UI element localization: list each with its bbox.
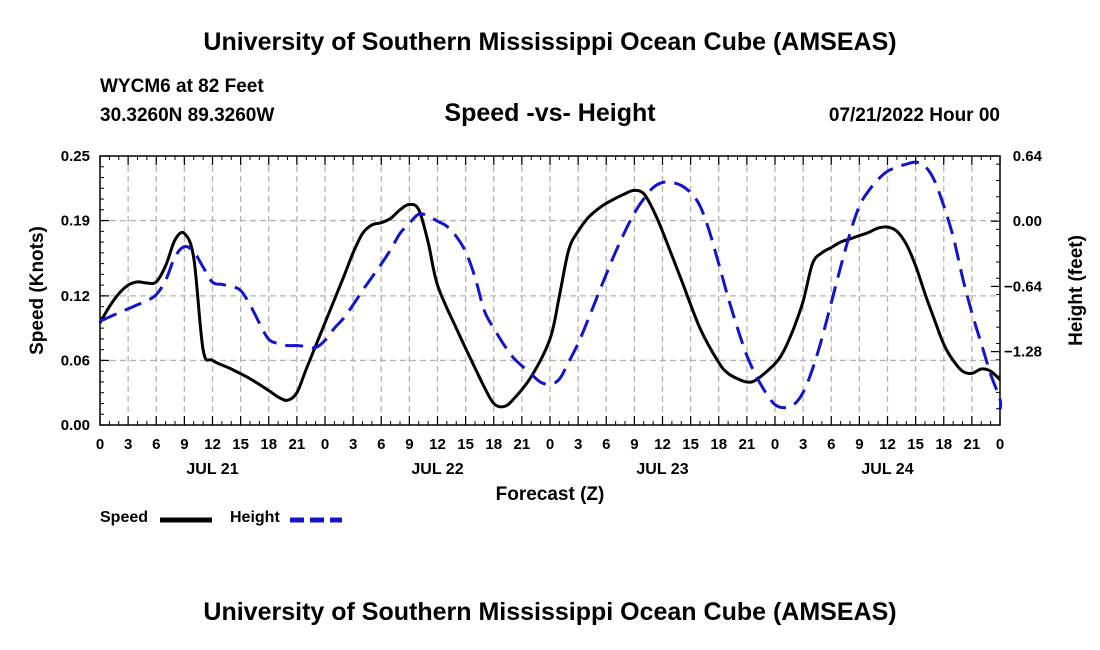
y-tick-label: 0.25 (61, 148, 90, 165)
x-tick-label: 3 (574, 436, 582, 453)
x-tick-label: 6 (377, 436, 385, 453)
x-tick-label: 0 (996, 436, 1004, 453)
x-tick-label: 6 (827, 436, 835, 453)
footer-title: University of Southern Mississippi Ocean… (203, 598, 897, 626)
tick-layer (99, 155, 1001, 426)
y-tick-label: 0.06 (61, 352, 90, 369)
x-tick-label: 21 (964, 436, 981, 453)
x-tick-label: 3 (124, 436, 132, 453)
x-tick-label: 9 (180, 436, 188, 453)
y2-axis-label: Height (feet) (1066, 235, 1087, 346)
x-tick-label: 12 (429, 436, 446, 453)
x-tick-label: 9 (630, 436, 638, 453)
label-layer: 0 3 6 9 12 15 18 21 0 3 6 9 12 15 18 21 0 3 6 9 12 15 18 21 0 3 6 9… (61, 148, 1043, 478)
y2-tick-label: 0.64 (1013, 148, 1043, 165)
day-label: JUL 21 (186, 461, 238, 478)
x-tick-label: 15 (682, 436, 699, 453)
x-tick-label: 18 (935, 436, 952, 453)
x-tick-label: 12 (879, 436, 896, 453)
main-title: University of Southern Mississippi Ocean… (203, 28, 897, 56)
legend-height-label: Height (230, 509, 280, 526)
x-tick-label: 18 (260, 436, 277, 453)
y-axis-label: Speed (Knots) (27, 226, 48, 355)
day-label: JUL 22 (411, 461, 463, 478)
coordinates-label: 30.3260N 89.3260W (100, 105, 275, 126)
forecast-datetime: 07/21/2022 Hour 00 (828, 105, 1000, 126)
x-tick-label: 12 (204, 436, 221, 453)
x-tick-label: 15 (232, 436, 249, 453)
x-tick-label: 3 (799, 436, 807, 453)
y2-tick-label: −0.64 (1004, 278, 1043, 295)
x-tick-label: 6 (152, 436, 160, 453)
x-tick-label: 21 (739, 436, 756, 453)
x-tick-label: 0 (546, 436, 554, 453)
x-tick-label: 9 (855, 436, 863, 453)
x-tick-label: 0 (96, 436, 104, 453)
day-label: JUL 24 (861, 461, 913, 478)
y-tick-label: 0.12 (61, 288, 90, 305)
speed-height-chart: 0 3 6 9 12 15 18 21 0 3 6 9 12 15 18 21 0 3 6 9 12 15 18 21 0 3 6 9… (27, 148, 1087, 505)
x-tick-label: 3 (349, 436, 357, 453)
y-tick-label: 0.19 (61, 213, 90, 230)
x-tick-label: 6 (602, 436, 610, 453)
day-label: JUL 23 (636, 461, 688, 478)
x-tick-label: 15 (457, 436, 474, 453)
y2-tick-label: 0.00 (1013, 213, 1042, 230)
x-tick-label: 0 (321, 436, 329, 453)
station-label: WYCM6 at 82 Feet (100, 76, 264, 97)
chart-subtitle: Speed -vs- Height (444, 99, 656, 127)
x-tick-label: 21 (514, 436, 531, 453)
x-tick-label: 12 (654, 436, 671, 453)
x-tick-label: 21 (289, 436, 306, 453)
y-tick-label: 0.00 (61, 417, 90, 434)
legend-speed-label: Speed (100, 509, 149, 526)
x-tick-label: 18 (710, 436, 727, 453)
x-tick-label: 9 (405, 436, 413, 453)
y2-tick-label: −1.28 (1004, 344, 1042, 361)
x-tick-label: 0 (771, 436, 779, 453)
speed-series-line (98, 188, 1002, 409)
x-axis-label: Forecast (Z) (496, 484, 605, 505)
x-tick-label: 15 (907, 436, 924, 453)
grid-layer (100, 156, 1000, 425)
x-tick-label: 18 (485, 436, 502, 453)
